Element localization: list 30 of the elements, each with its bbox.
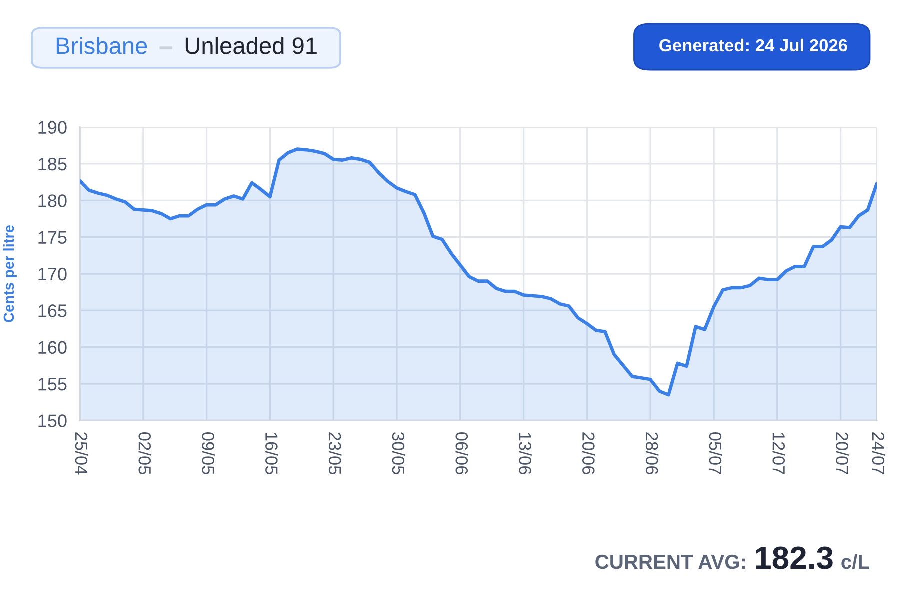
chart-title: Brisbane: [56, 36, 148, 54]
x-tick-label: 23/05: [328, 432, 342, 475]
x-tick-label: 16/05: [266, 433, 278, 475]
text: 182.3: [756, 546, 833, 570]
x-tick-label: 02/05: [138, 432, 152, 475]
x-tick-label: 20/06: [582, 432, 596, 474]
y-tick-label: 175: [38, 231, 67, 244]
y-tick-label: 165: [38, 304, 67, 318]
y-tick-label: 155: [38, 378, 67, 391]
y-tick-label: 160: [38, 341, 67, 354]
text: CURRENT AVG:: [596, 554, 746, 570]
x-tick-label: 24/07: [872, 432, 886, 474]
x-tick-label: 05/07: [709, 432, 722, 474]
y-tick-label: 185: [38, 158, 67, 171]
x-tick-label: 06/06: [456, 432, 468, 474]
x-tick-label: 13/06: [519, 433, 532, 474]
y-tick-label: 180: [38, 194, 67, 208]
chart-subtitle: Unleaded 91: [186, 36, 317, 54]
x-tick-label: 30/05: [392, 432, 406, 475]
x-tick-label: 09/05: [202, 432, 215, 475]
y-tick-label: 170: [38, 268, 67, 281]
y-tick-label: 190: [38, 121, 67, 134]
y-tick-label: 150: [38, 414, 67, 428]
x-tick-label: 25/04: [75, 432, 88, 475]
y-axis-title: Cents per litre: [3, 225, 17, 322]
x-tick-label: 12/07: [772, 433, 786, 474]
text: Generated: 24 Jul 2026: [660, 38, 848, 52]
x-tick-label: 20/07: [836, 432, 849, 474]
text: c/L: [842, 554, 870, 570]
x-tick-label: 28/06: [646, 432, 659, 474]
